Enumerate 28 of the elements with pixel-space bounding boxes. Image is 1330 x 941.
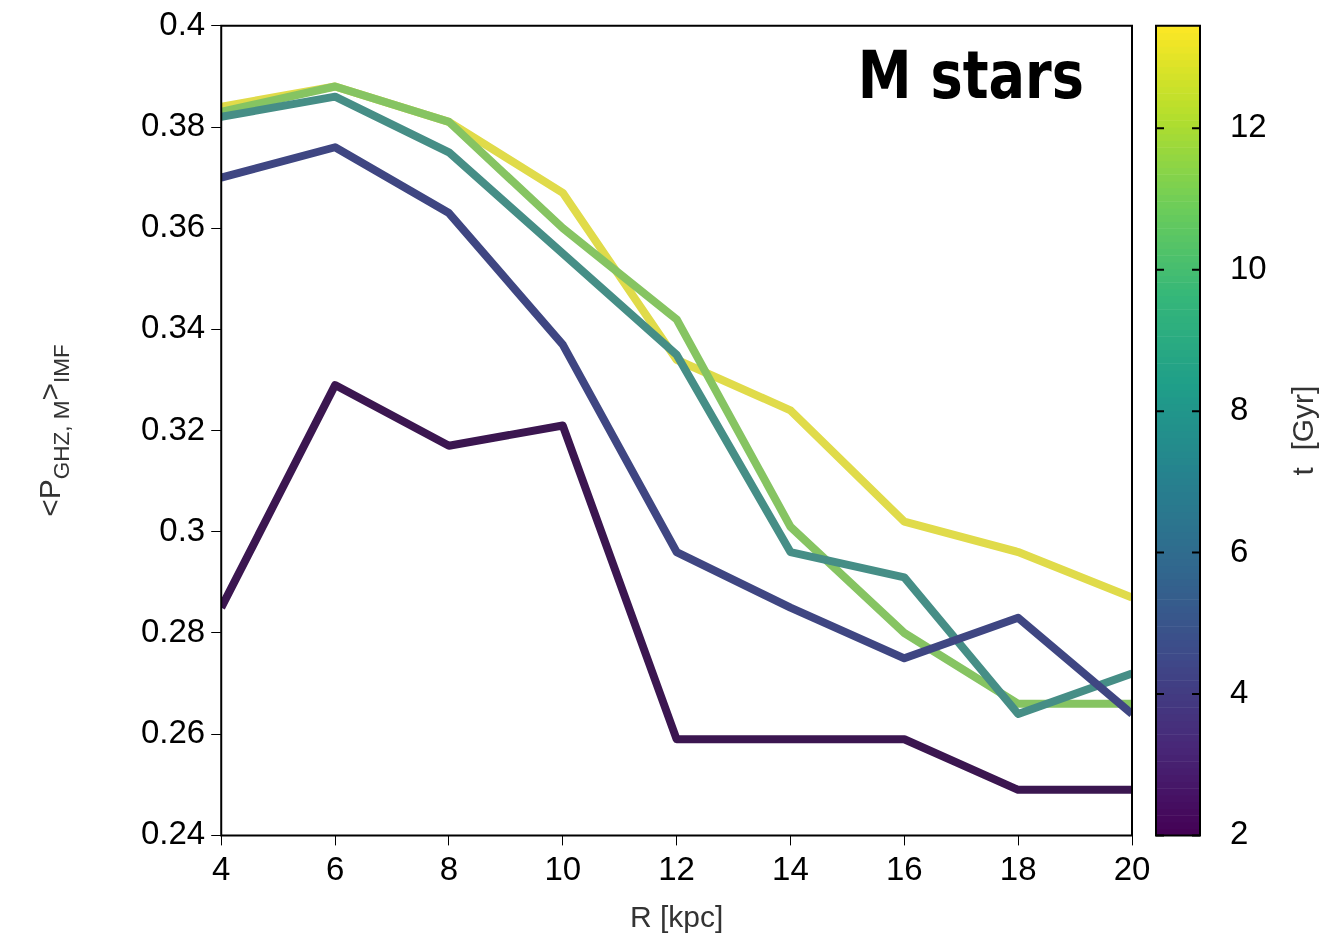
y-tick-label: 0.34 bbox=[140, 308, 206, 346]
color-bar-label: 4 bbox=[1230, 673, 1249, 711]
x-axis-title: R [kpc] bbox=[629, 900, 724, 934]
x-tick-label: 14 bbox=[772, 850, 809, 888]
color-bar-label: 6 bbox=[1230, 531, 1249, 569]
color-bar-label: 8 bbox=[1230, 390, 1249, 428]
x-tick-label: 10 bbox=[544, 850, 582, 888]
annotation: M stars bbox=[857, 36, 1084, 114]
x-tick-label: 4 bbox=[212, 850, 231, 888]
x-tick-label: 6 bbox=[325, 850, 345, 888]
y-tick-label: 0.24 bbox=[140, 814, 206, 852]
y-axis-title: <PGHZ, M>IMF bbox=[33, 344, 74, 517]
x-tick-label: 18 bbox=[999, 850, 1037, 888]
y-tick-label: 0.32 bbox=[140, 409, 206, 447]
x-tick-label: 12 bbox=[658, 850, 695, 888]
y-tick-label: 0.4 bbox=[159, 4, 206, 42]
x-tick-label: 16 bbox=[885, 850, 923, 888]
color-bar-label: 10 bbox=[1230, 248, 1267, 286]
y-tick-label: 0.36 bbox=[140, 207, 206, 245]
color-bar-title: t [Gyr] bbox=[1286, 385, 1320, 476]
y-tick-label: 0.3 bbox=[159, 510, 206, 548]
y-tick-label: 0.26 bbox=[140, 713, 206, 751]
x-tick-label: 8 bbox=[439, 850, 459, 888]
y-tick-label: 0.38 bbox=[140, 106, 206, 144]
color-bar-label: 12 bbox=[1230, 107, 1267, 145]
y-tick-label: 0.28 bbox=[140, 612, 206, 650]
color-bar-label: 2 bbox=[1230, 814, 1249, 852]
x-tick-label: 20 bbox=[1113, 850, 1151, 888]
